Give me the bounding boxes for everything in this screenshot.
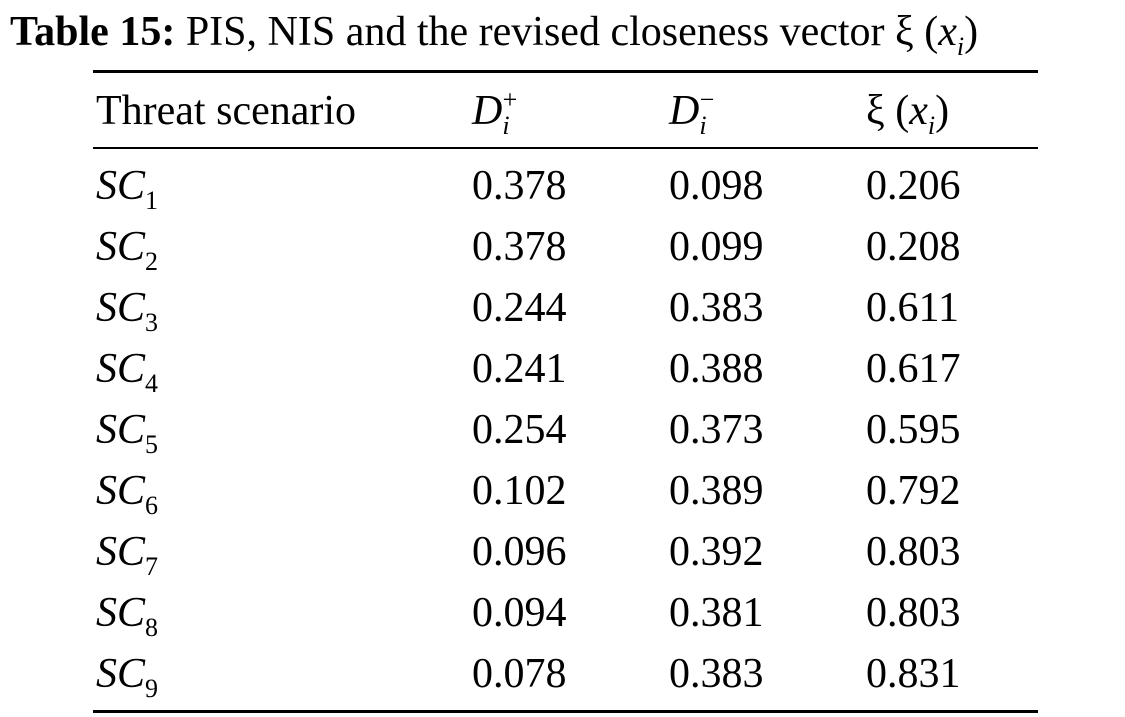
scenario-label: SC <box>96 224 146 270</box>
caption-paren-close: ) <box>964 9 979 55</box>
header-d-plus: Di+ <box>472 85 518 141</box>
cell-threat-scenario: SC6 <box>96 466 158 521</box>
scenario-label: SC <box>96 346 146 392</box>
scenario-label: SC <box>96 163 146 209</box>
cell-xi: 0.803 <box>866 590 961 636</box>
scenario-label: SC <box>96 285 146 331</box>
header-xi-paren-open: ( <box>895 88 910 134</box>
header-d-minus: Di− <box>669 85 715 141</box>
cell-threat-scenario: SC3 <box>96 283 158 338</box>
cell-threat-scenario: SC7 <box>96 527 158 582</box>
cell-xi: 0.611 <box>866 285 959 331</box>
header-d-plus-base: D <box>472 88 503 134</box>
header-xi-var-sub: i <box>927 111 936 140</box>
cell-xi: 0.595 <box>866 407 961 453</box>
header-xi-symbol: ξ <box>866 88 885 134</box>
table-bottom-rule <box>93 710 1038 713</box>
cell-xi: 0.208 <box>866 224 961 270</box>
caption-var-sub: i <box>956 32 965 61</box>
scenario-label: SC <box>96 590 146 636</box>
cell-d-plus: 0.254 <box>472 407 567 453</box>
cell-threat-scenario: SC4 <box>96 344 158 399</box>
table-header-rule <box>93 147 1038 149</box>
header-xi-paren-close: ) <box>935 88 950 134</box>
caption-text: PIS, NIS and the revised closeness vecto… <box>185 9 885 55</box>
table-top-rule <box>93 70 1038 73</box>
header-d-minus-sub: i <box>699 111 707 140</box>
cell-d-plus: 0.244 <box>472 285 567 331</box>
scenario-index: 2 <box>145 247 159 276</box>
scenario-label: SC <box>96 529 146 575</box>
cell-d-plus: 0.102 <box>472 468 567 514</box>
cell-d-minus: 0.383 <box>669 651 764 697</box>
cell-d-plus: 0.241 <box>472 346 567 392</box>
scenario-index: 6 <box>145 491 159 520</box>
cell-threat-scenario: SC5 <box>96 405 158 460</box>
scenario-index: 4 <box>145 369 159 398</box>
cell-xi: 0.803 <box>866 529 961 575</box>
scenario-index: 3 <box>145 308 159 337</box>
cell-xi: 0.792 <box>866 468 961 514</box>
cell-threat-scenario: SC9 <box>96 649 158 704</box>
scenario-index: 7 <box>145 552 159 581</box>
cell-d-plus: 0.078 <box>472 651 567 697</box>
cell-d-minus: 0.099 <box>669 224 764 270</box>
cell-d-minus: 0.392 <box>669 529 764 575</box>
cell-xi: 0.206 <box>866 163 961 209</box>
header-xi: ξ (xi) <box>866 86 949 141</box>
caption-var: x <box>938 9 957 55</box>
header-xi-var: x <box>909 88 928 134</box>
scenario-index: 8 <box>145 613 159 642</box>
cell-xi: 0.617 <box>866 346 961 392</box>
caption-label: Table 15: <box>10 9 176 55</box>
header-d-minus-sup: − <box>699 85 715 114</box>
cell-d-minus: 0.389 <box>669 468 764 514</box>
scenario-label: SC <box>96 468 146 514</box>
header-d-minus-base: D <box>669 88 700 134</box>
cell-threat-scenario: SC2 <box>96 222 158 277</box>
cell-d-minus: 0.383 <box>669 285 764 331</box>
cell-d-plus: 0.094 <box>472 590 567 636</box>
cell-d-plus: 0.378 <box>472 163 567 209</box>
caption-paren-open: ( <box>924 9 939 55</box>
cell-d-plus: 0.378 <box>472 224 567 270</box>
table-caption: Table 15: PIS, NIS and the revised close… <box>10 4 1120 65</box>
cell-d-minus: 0.373 <box>669 407 764 453</box>
scenario-index: 1 <box>145 186 159 215</box>
cell-threat-scenario: SC1 <box>96 161 158 216</box>
cell-d-plus: 0.096 <box>472 529 567 575</box>
header-d-plus-sub: i <box>502 111 510 140</box>
cell-d-minus: 0.098 <box>669 163 764 209</box>
scenario-label: SC <box>96 407 146 453</box>
scenario-index: 9 <box>145 674 159 703</box>
header-threat-scenario: Threat scenario <box>96 88 357 134</box>
cell-d-minus: 0.388 <box>669 346 764 392</box>
scenario-index: 5 <box>145 430 159 459</box>
cell-d-minus: 0.381 <box>669 590 764 636</box>
header-d-plus-sup: + <box>502 85 518 114</box>
caption-xi-symbol: ξ <box>895 9 914 55</box>
scenario-label: SC <box>96 651 146 697</box>
cell-xi: 0.831 <box>866 651 961 697</box>
cell-threat-scenario: SC8 <box>96 588 158 643</box>
